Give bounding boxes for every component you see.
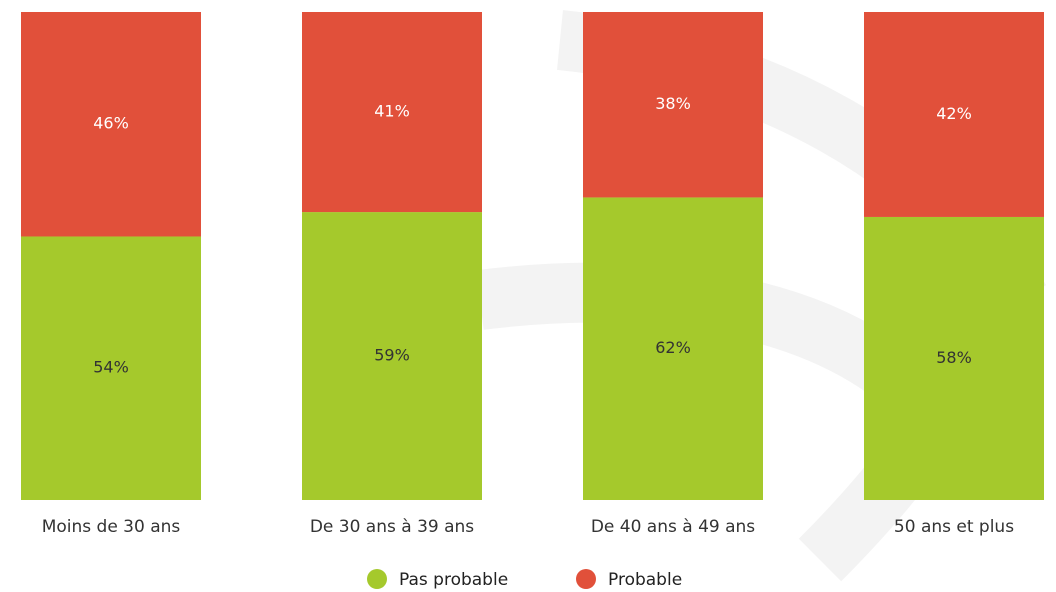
value-label: 42% bbox=[936, 104, 972, 123]
bar-segment bbox=[21, 236, 201, 501]
legend-label: Pas probable bbox=[399, 570, 508, 590]
value-label: 38% bbox=[655, 94, 691, 113]
bar-segment bbox=[864, 12, 1044, 217]
bar-segment bbox=[21, 12, 201, 237]
bar-segment bbox=[864, 216, 1044, 500]
bar-segment bbox=[302, 212, 482, 500]
value-label: 41% bbox=[374, 102, 410, 121]
legend-marker bbox=[367, 569, 387, 589]
legend-marker bbox=[576, 569, 596, 589]
bar-segment bbox=[302, 12, 482, 213]
value-label: 46% bbox=[93, 114, 129, 133]
legend-label: Probable bbox=[608, 570, 682, 590]
bar-segment bbox=[583, 12, 763, 198]
x-tick-label: De 40 ans à 49 ans bbox=[591, 517, 755, 537]
value-label: 62% bbox=[655, 338, 691, 357]
value-label: 58% bbox=[936, 348, 972, 367]
value-label: 54% bbox=[93, 358, 129, 377]
bar-segment bbox=[583, 197, 763, 500]
x-tick-label: Moins de 30 ans bbox=[42, 517, 181, 537]
x-tick-label: 50 ans et plus bbox=[894, 517, 1014, 537]
x-tick-label: De 30 ans à 39 ans bbox=[310, 517, 474, 537]
value-label: 59% bbox=[374, 346, 410, 365]
